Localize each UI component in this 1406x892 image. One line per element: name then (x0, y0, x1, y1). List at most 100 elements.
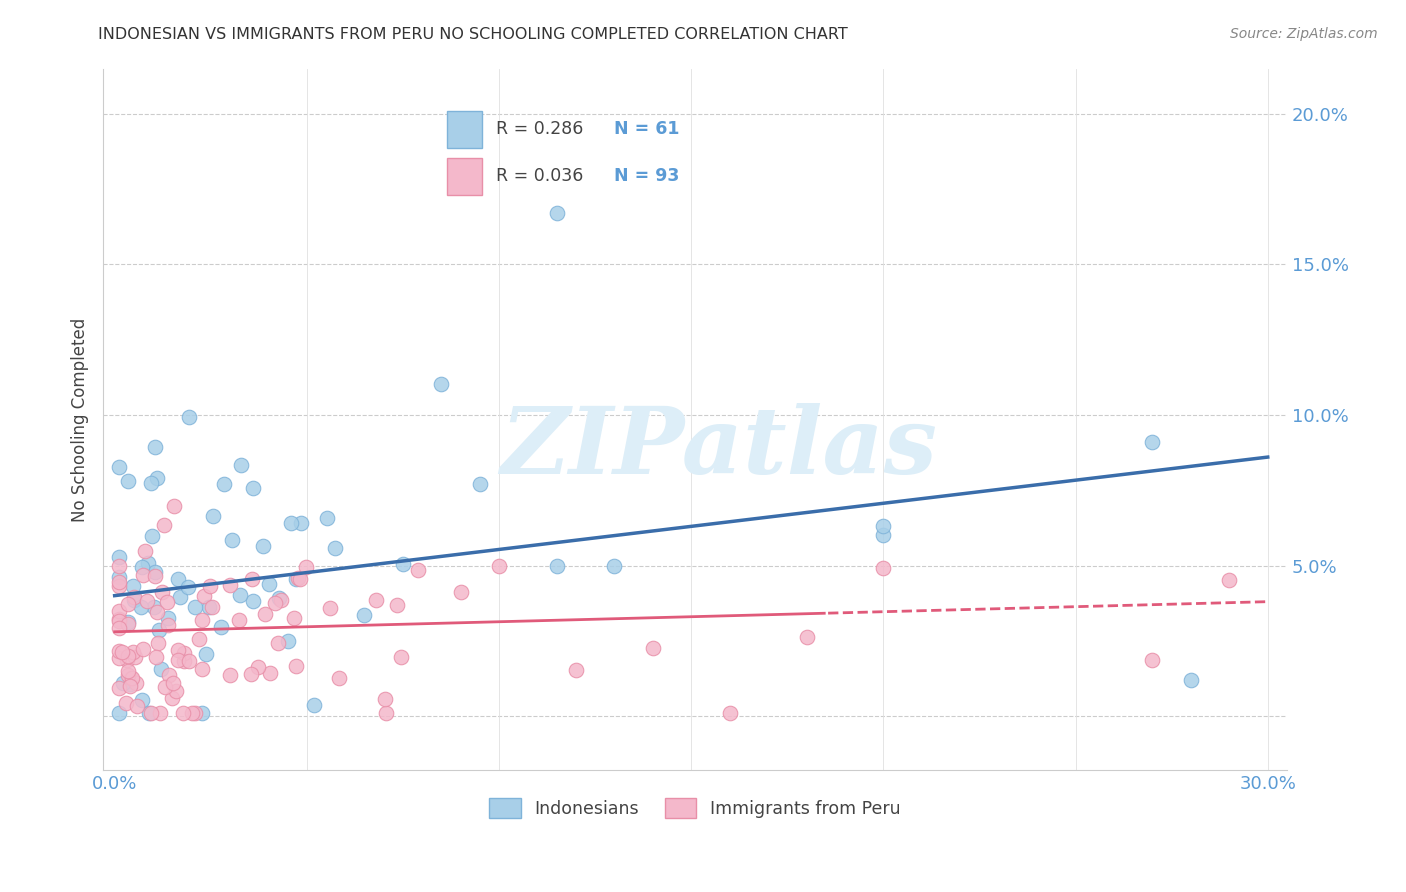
Point (181, 706, 204, 720)
Point (107, 460, 129, 475)
Point (193, 590, 215, 604)
Text: INDONESIAN VS IMMIGRANTS FROM PERU NO SCHOOLING COMPLETED CORRELATION CHART: INDONESIAN VS IMMIGRANTS FROM PERU NO SC… (98, 27, 848, 42)
Point (385, 598, 408, 612)
Point (163, 500, 186, 514)
Point (294, 559, 316, 574)
Point (118, 679, 141, 693)
Point (796, 630, 818, 644)
Point (259, 666, 281, 681)
Point (323, 541, 346, 555)
Point (269, 591, 291, 605)
Point (107, 681, 129, 695)
Point (115, 696, 138, 710)
Point (131, 693, 153, 707)
Point (117, 615, 139, 629)
Legend: Indonesians, Immigrants from Peru: Indonesians, Immigrants from Peru (482, 791, 908, 825)
Point (157, 618, 180, 632)
Point (219, 577, 242, 591)
Point (118, 676, 141, 690)
Text: R = 0.286: R = 0.286 (496, 120, 583, 138)
Point (153, 680, 176, 694)
Point (117, 649, 139, 664)
Point (1142, 435, 1164, 450)
Point (214, 477, 236, 491)
Point (565, 663, 588, 677)
Point (131, 568, 153, 582)
Point (159, 668, 181, 682)
Point (139, 475, 162, 490)
Point (146, 470, 169, 484)
Point (872, 519, 894, 533)
Point (546, 559, 568, 574)
Point (107, 604, 129, 618)
Point (146, 636, 169, 650)
Point (468, 477, 491, 491)
Text: N = 93: N = 93 (614, 168, 679, 186)
Point (247, 660, 270, 674)
Point (319, 601, 342, 615)
Point (288, 572, 311, 586)
Point (122, 593, 145, 607)
Point (143, 440, 166, 454)
Point (107, 614, 129, 628)
Point (117, 597, 139, 611)
Y-axis label: No Schooling Completed: No Schooling Completed (72, 318, 89, 522)
Point (134, 544, 156, 558)
Point (117, 474, 139, 488)
Point (169, 591, 191, 605)
Point (138, 706, 160, 720)
Text: ZIPatlas: ZIPatlas (501, 402, 938, 492)
Point (191, 706, 214, 720)
Point (132, 641, 155, 656)
Point (150, 585, 173, 599)
Point (1142, 653, 1164, 667)
Point (149, 662, 172, 676)
Point (389, 649, 412, 664)
Point (353, 608, 375, 623)
Point (641, 641, 664, 656)
Point (202, 508, 225, 523)
Point (107, 651, 129, 665)
Point (183, 599, 205, 614)
Point (201, 600, 224, 615)
Point (124, 650, 146, 665)
Point (257, 576, 280, 591)
Point (117, 668, 139, 682)
Point (107, 550, 129, 565)
Point (316, 511, 339, 525)
Point (117, 616, 139, 631)
Point (146, 605, 169, 619)
Point (1180, 673, 1202, 687)
Point (142, 599, 165, 614)
Point (328, 671, 350, 685)
Point (172, 706, 194, 720)
Point (141, 706, 163, 720)
Point (125, 675, 148, 690)
Point (173, 646, 195, 660)
Point (1218, 573, 1240, 587)
Point (450, 585, 472, 599)
Point (283, 611, 305, 625)
Point (228, 613, 250, 627)
Point (302, 698, 325, 712)
Point (430, 377, 453, 392)
Point (165, 684, 187, 698)
Point (107, 574, 129, 589)
Point (242, 594, 264, 608)
Text: Source: ZipAtlas.com: Source: ZipAtlas.com (1230, 27, 1378, 41)
Point (184, 706, 207, 720)
Point (107, 578, 129, 592)
Point (254, 607, 277, 621)
Point (252, 539, 274, 553)
Point (177, 410, 200, 425)
Point (198, 579, 221, 593)
Point (209, 620, 232, 634)
Point (107, 612, 129, 626)
Point (121, 579, 143, 593)
Point (718, 706, 741, 720)
Point (131, 560, 153, 574)
Point (240, 572, 263, 586)
Point (221, 533, 243, 547)
Text: R = 0.036: R = 0.036 (496, 168, 583, 186)
Point (111, 676, 134, 690)
